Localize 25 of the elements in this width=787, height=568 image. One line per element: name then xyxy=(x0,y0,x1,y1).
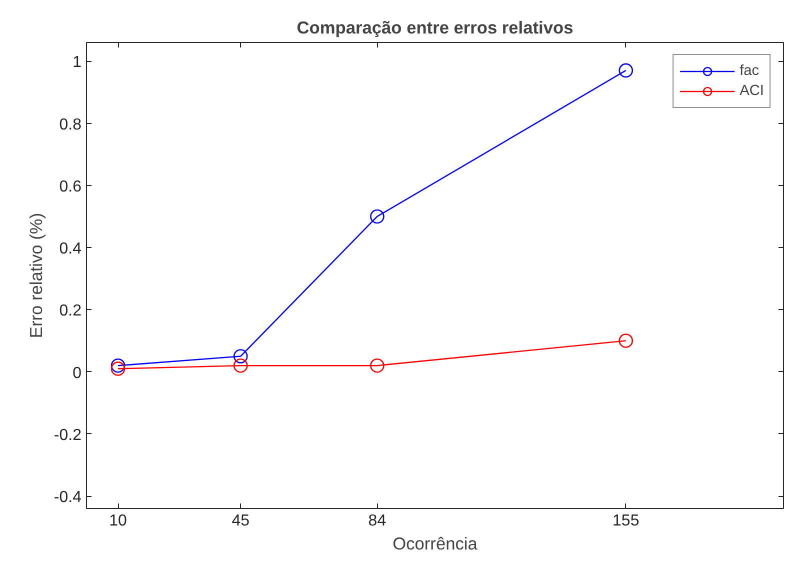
y-tick-label: 0.2 xyxy=(59,302,82,320)
point xyxy=(618,63,634,78)
point xyxy=(370,209,384,224)
x-tick-label: 45 xyxy=(232,512,250,530)
x-tick-label: 10 xyxy=(109,512,128,530)
point xyxy=(618,334,634,348)
point xyxy=(233,349,248,364)
y-tick-label: -0.2 xyxy=(54,426,82,444)
y-tick-label: 0.8 xyxy=(59,116,82,134)
y-tick-label: 0.4 xyxy=(59,240,82,258)
point xyxy=(110,358,126,373)
legend-label: fac xyxy=(740,63,760,79)
x-tick-label: 155 xyxy=(612,512,640,530)
x-axis-title: Ocorrência xyxy=(392,534,478,554)
y-axis-title: Erro relativo (%) xyxy=(26,212,46,338)
y-tick-label: 0 xyxy=(72,364,82,382)
y-tick-label: 0.6 xyxy=(59,178,82,196)
point xyxy=(370,358,384,373)
y-tick-label: -0.4 xyxy=(54,489,82,506)
legend-label: ACI xyxy=(740,83,764,99)
y-tick-label: 1 xyxy=(72,54,82,72)
point xyxy=(233,358,248,373)
chart-title: Comparação entre erros relativos xyxy=(296,18,574,38)
point xyxy=(110,362,126,376)
x-tick-label: 84 xyxy=(368,512,386,530)
